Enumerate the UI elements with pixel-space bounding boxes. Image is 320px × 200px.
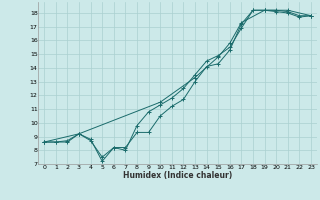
X-axis label: Humidex (Indice chaleur): Humidex (Indice chaleur) — [123, 171, 232, 180]
